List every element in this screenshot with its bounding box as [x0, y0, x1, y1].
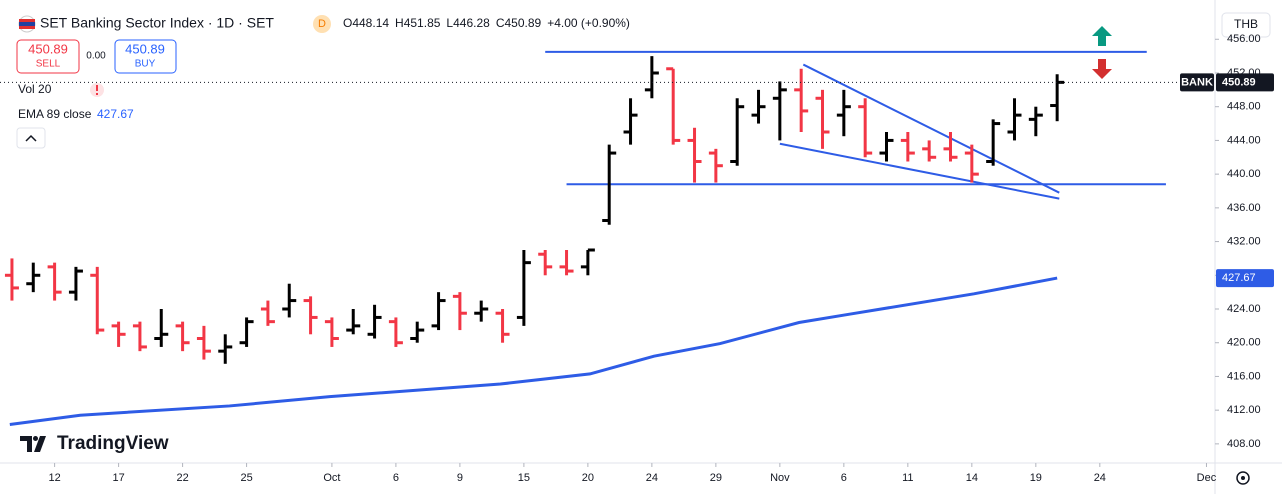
ema-price-label: 427.67 [1222, 272, 1256, 284]
sell-button[interactable]: 450.89 SELL [16, 39, 80, 74]
sell-price[interactable]: 450.89 [28, 41, 68, 56]
trendline [802, 63, 1060, 194]
warning-mark [96, 85, 98, 91]
y-tick-label: 416.00 [1227, 370, 1261, 382]
volume-legend: Vol 20 [18, 82, 52, 96]
ema-legend-name: EMA 89 close [18, 107, 92, 121]
ohlc-header: O448.14 H451.85 L446.28 C450.89 +4.00 (+0.90… [343, 16, 630, 30]
last-price-badge [1216, 73, 1274, 92]
buy-button[interactable]: 450.89 BUY [114, 39, 177, 74]
collapse-button[interactable] [16, 127, 46, 149]
ema-price-badge [1216, 269, 1274, 288]
y-tick-label: 420.00 [1227, 337, 1261, 349]
currency-button[interactable]: THB [1221, 12, 1271, 38]
ohlc-header-item: O448.14 [343, 16, 389, 30]
x-tick-label: Nov [770, 472, 790, 484]
x-tick-label: 9 [457, 472, 463, 484]
spread: 0.00 [86, 51, 106, 62]
x-tick-label: 11 [902, 472, 913, 484]
y-tick-label: 408.00 [1227, 438, 1261, 450]
flag-icon [18, 15, 36, 33]
plot-area [0, 50, 1215, 426]
y-tick-label: 432.00 [1227, 235, 1261, 247]
x-tick-label: 20 [582, 472, 594, 484]
settings-icon[interactable] [1236, 471, 1250, 485]
buy-price[interactable]: 450.89 [125, 41, 165, 56]
x-tick-label: 25 [240, 472, 252, 484]
trendline [779, 142, 1060, 200]
sell-label[interactable]: SELL [36, 59, 61, 70]
y-tick-label: 444.00 [1227, 134, 1261, 146]
x-tick-label: 22 [176, 472, 188, 484]
x-tick-label: 15 [518, 472, 530, 484]
y-tick-label: 424.00 [1227, 303, 1261, 315]
ema-legend-value: 427.67 [97, 107, 134, 121]
x-tick-label: 17 [112, 472, 124, 484]
ohlc-header-item: C450.89 [496, 16, 542, 30]
ohlc-header-item: H451.85 [395, 16, 441, 30]
x-tick-label: 24 [646, 472, 658, 484]
x-tick-label: 19 [1030, 472, 1042, 484]
x-tick-label: Oct [323, 472, 340, 484]
symbol-tag-bg [1180, 73, 1214, 92]
y-tick-label: 456.00 [1227, 33, 1261, 45]
x-tick-label: Dec [1197, 472, 1217, 484]
y-tick-label: 412.00 [1227, 404, 1261, 416]
brand-logo: TradingView [20, 433, 169, 454]
symbol-tag: BANK [1181, 76, 1213, 88]
x-tick-label: 12 [48, 472, 60, 484]
brand-name: TradingView [57, 433, 169, 454]
x-tick-label: 14 [966, 472, 978, 484]
x-tick-label: 6 [393, 472, 399, 484]
x-tick-label: 6 [841, 472, 847, 484]
up-arrow-icon [1092, 26, 1112, 46]
buy-label[interactable]: BUY [135, 59, 156, 70]
y-tick-label: 436.00 [1227, 202, 1261, 214]
ohlc-header-item: L446.28 [446, 16, 490, 30]
ema-line [9, 276, 1058, 426]
down-arrow-icon [1092, 59, 1112, 79]
x-tick-label: 24 [1094, 472, 1106, 484]
last-price-label: 450.89 [1222, 76, 1256, 88]
y-tick-label: 448.00 [1227, 101, 1261, 113]
ohlc-header-item: +4.00 (+0.90%) [547, 16, 630, 30]
interval-badge: D [318, 18, 326, 30]
x-tick-label: 29 [710, 472, 722, 484]
currency[interactable]: THB [1234, 17, 1258, 31]
symbol-title: SET Banking Sector Index · 1D · SET [40, 15, 274, 31]
interval-badge-bg [313, 15, 331, 33]
warning-dot [96, 93, 98, 95]
y-tick-label: 440.00 [1227, 168, 1261, 180]
